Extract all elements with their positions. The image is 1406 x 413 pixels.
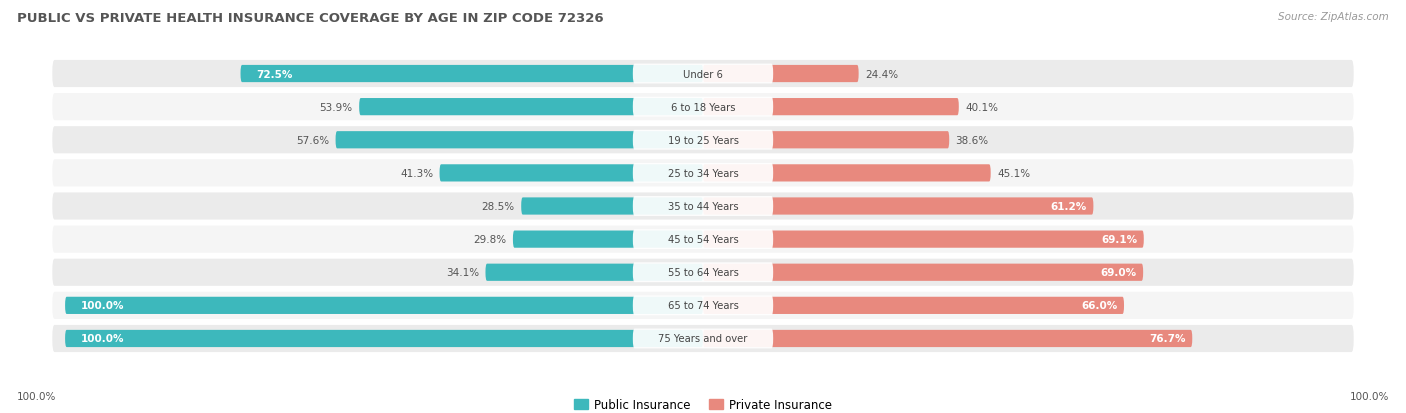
FancyBboxPatch shape	[703, 132, 949, 149]
Text: 6 to 18 Years: 6 to 18 Years	[671, 102, 735, 112]
FancyBboxPatch shape	[633, 197, 773, 216]
FancyBboxPatch shape	[703, 297, 1123, 314]
FancyBboxPatch shape	[513, 231, 703, 248]
Text: 53.9%: 53.9%	[319, 102, 353, 112]
FancyBboxPatch shape	[633, 164, 773, 183]
Text: 69.0%: 69.0%	[1101, 268, 1137, 278]
Text: 25 to 34 Years: 25 to 34 Years	[668, 169, 738, 178]
Text: 75 Years and over: 75 Years and over	[658, 334, 748, 344]
Text: 72.5%: 72.5%	[256, 69, 292, 79]
FancyBboxPatch shape	[52, 61, 1354, 88]
FancyBboxPatch shape	[52, 193, 1354, 220]
Text: 57.6%: 57.6%	[297, 135, 329, 145]
Text: 100.0%: 100.0%	[82, 301, 125, 311]
FancyBboxPatch shape	[633, 97, 773, 117]
FancyBboxPatch shape	[633, 64, 773, 84]
Text: 65 to 74 Years: 65 to 74 Years	[668, 301, 738, 311]
FancyBboxPatch shape	[52, 226, 1354, 253]
Text: PUBLIC VS PRIVATE HEALTH INSURANCE COVERAGE BY AGE IN ZIP CODE 72326: PUBLIC VS PRIVATE HEALTH INSURANCE COVER…	[17, 12, 603, 25]
Text: 29.8%: 29.8%	[474, 235, 506, 244]
Text: 61.2%: 61.2%	[1050, 202, 1087, 211]
FancyBboxPatch shape	[52, 259, 1354, 286]
Text: Source: ZipAtlas.com: Source: ZipAtlas.com	[1278, 12, 1389, 22]
FancyBboxPatch shape	[703, 99, 959, 116]
FancyBboxPatch shape	[440, 165, 703, 182]
FancyBboxPatch shape	[485, 264, 703, 281]
FancyBboxPatch shape	[703, 264, 1143, 281]
Text: 76.7%: 76.7%	[1149, 334, 1185, 344]
Text: 45 to 54 Years: 45 to 54 Years	[668, 235, 738, 244]
FancyBboxPatch shape	[703, 231, 1144, 248]
Text: 100.0%: 100.0%	[82, 334, 125, 344]
Text: 19 to 25 Years: 19 to 25 Years	[668, 135, 738, 145]
FancyBboxPatch shape	[703, 165, 991, 182]
FancyBboxPatch shape	[633, 296, 773, 316]
FancyBboxPatch shape	[359, 99, 703, 116]
Text: 100.0%: 100.0%	[17, 391, 56, 401]
FancyBboxPatch shape	[65, 297, 703, 314]
FancyBboxPatch shape	[52, 325, 1354, 352]
Text: 28.5%: 28.5%	[482, 202, 515, 211]
FancyBboxPatch shape	[240, 66, 703, 83]
FancyBboxPatch shape	[633, 329, 773, 349]
FancyBboxPatch shape	[633, 131, 773, 150]
FancyBboxPatch shape	[52, 292, 1354, 319]
Text: 69.1%: 69.1%	[1101, 235, 1137, 244]
FancyBboxPatch shape	[633, 230, 773, 249]
Text: 38.6%: 38.6%	[956, 135, 988, 145]
Text: 100.0%: 100.0%	[1350, 391, 1389, 401]
FancyBboxPatch shape	[522, 198, 703, 215]
Text: 66.0%: 66.0%	[1081, 301, 1118, 311]
FancyBboxPatch shape	[703, 330, 1192, 347]
FancyBboxPatch shape	[65, 330, 703, 347]
FancyBboxPatch shape	[52, 127, 1354, 154]
Text: 35 to 44 Years: 35 to 44 Years	[668, 202, 738, 211]
FancyBboxPatch shape	[336, 132, 703, 149]
Text: 45.1%: 45.1%	[997, 169, 1031, 178]
FancyBboxPatch shape	[52, 160, 1354, 187]
Text: 40.1%: 40.1%	[965, 102, 998, 112]
Text: Under 6: Under 6	[683, 69, 723, 79]
Text: 55 to 64 Years: 55 to 64 Years	[668, 268, 738, 278]
FancyBboxPatch shape	[52, 94, 1354, 121]
FancyBboxPatch shape	[703, 198, 1094, 215]
FancyBboxPatch shape	[703, 66, 859, 83]
Text: 24.4%: 24.4%	[865, 69, 898, 79]
Text: 34.1%: 34.1%	[446, 268, 479, 278]
FancyBboxPatch shape	[633, 263, 773, 282]
Legend: Public Insurance, Private Insurance: Public Insurance, Private Insurance	[574, 398, 832, 411]
Text: 41.3%: 41.3%	[401, 169, 433, 178]
